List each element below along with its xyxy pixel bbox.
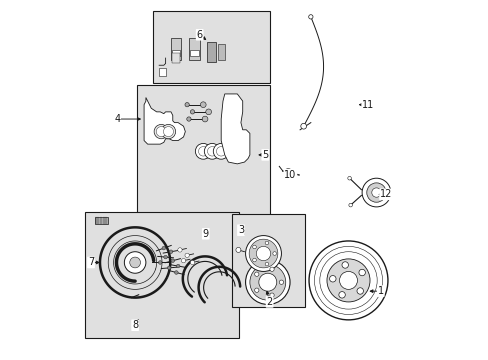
Text: 4: 4 <box>114 114 120 124</box>
Circle shape <box>235 247 241 252</box>
Circle shape <box>245 235 281 271</box>
Circle shape <box>204 143 220 159</box>
Circle shape <box>269 267 274 271</box>
Text: 7: 7 <box>88 257 94 267</box>
Circle shape <box>169 250 172 253</box>
Circle shape <box>308 241 387 320</box>
Text: 1: 1 <box>377 286 383 296</box>
Circle shape <box>341 262 348 268</box>
Text: 6: 6 <box>196 30 203 40</box>
Polygon shape <box>144 98 185 144</box>
Circle shape <box>371 188 380 197</box>
Text: 8: 8 <box>132 320 138 330</box>
Bar <box>137 85 269 220</box>
Bar <box>217 44 225 60</box>
Circle shape <box>158 261 162 264</box>
Circle shape <box>178 248 182 252</box>
Circle shape <box>195 143 211 159</box>
Circle shape <box>362 178 390 207</box>
Circle shape <box>252 245 256 249</box>
Text: 12: 12 <box>379 189 391 199</box>
Circle shape <box>308 15 312 19</box>
Circle shape <box>190 260 194 265</box>
Text: 5: 5 <box>262 150 268 160</box>
Circle shape <box>162 246 165 250</box>
Bar <box>231 214 305 307</box>
Circle shape <box>339 271 357 289</box>
Circle shape <box>163 127 173 136</box>
Circle shape <box>254 272 259 276</box>
Circle shape <box>264 262 268 266</box>
Circle shape <box>348 203 352 207</box>
Circle shape <box>358 269 365 276</box>
Circle shape <box>249 264 285 300</box>
Circle shape <box>184 103 189 107</box>
Circle shape <box>264 241 268 245</box>
Circle shape <box>161 125 175 139</box>
Circle shape <box>279 280 283 284</box>
Bar <box>85 212 239 338</box>
Circle shape <box>181 258 185 263</box>
Bar <box>153 12 269 83</box>
Circle shape <box>186 117 191 121</box>
Circle shape <box>272 252 276 255</box>
Circle shape <box>326 259 369 302</box>
Circle shape <box>245 260 289 305</box>
Text: 9: 9 <box>203 229 208 239</box>
Circle shape <box>284 168 291 176</box>
Circle shape <box>329 275 335 282</box>
Circle shape <box>200 102 206 108</box>
Circle shape <box>213 143 228 159</box>
Circle shape <box>184 253 189 257</box>
Circle shape <box>176 264 180 268</box>
Circle shape <box>167 266 171 270</box>
Circle shape <box>190 110 194 114</box>
Bar <box>171 53 180 63</box>
Bar <box>171 50 180 56</box>
Text: 2: 2 <box>266 297 272 307</box>
Circle shape <box>258 273 276 291</box>
Polygon shape <box>221 94 249 164</box>
Circle shape <box>256 246 270 261</box>
Text: 3: 3 <box>237 225 244 235</box>
Bar <box>189 50 199 56</box>
Circle shape <box>249 239 277 268</box>
Circle shape <box>338 292 345 298</box>
Bar <box>188 39 199 60</box>
Circle shape <box>300 123 306 129</box>
Circle shape <box>347 176 351 180</box>
Circle shape <box>254 288 259 292</box>
Bar <box>171 39 181 60</box>
Bar <box>206 42 215 62</box>
Circle shape <box>156 127 166 136</box>
Circle shape <box>124 252 145 273</box>
Circle shape <box>154 125 168 139</box>
Circle shape <box>205 109 211 115</box>
Circle shape <box>202 116 207 122</box>
Circle shape <box>129 257 140 268</box>
Circle shape <box>366 183 386 202</box>
Circle shape <box>356 288 363 294</box>
Text: 10: 10 <box>284 170 296 180</box>
Circle shape <box>252 258 256 262</box>
Text: 11: 11 <box>361 100 374 110</box>
Circle shape <box>174 271 178 274</box>
Circle shape <box>269 293 274 297</box>
Circle shape <box>171 259 174 262</box>
Bar <box>159 68 165 76</box>
Bar <box>94 217 108 224</box>
Circle shape <box>163 255 167 259</box>
